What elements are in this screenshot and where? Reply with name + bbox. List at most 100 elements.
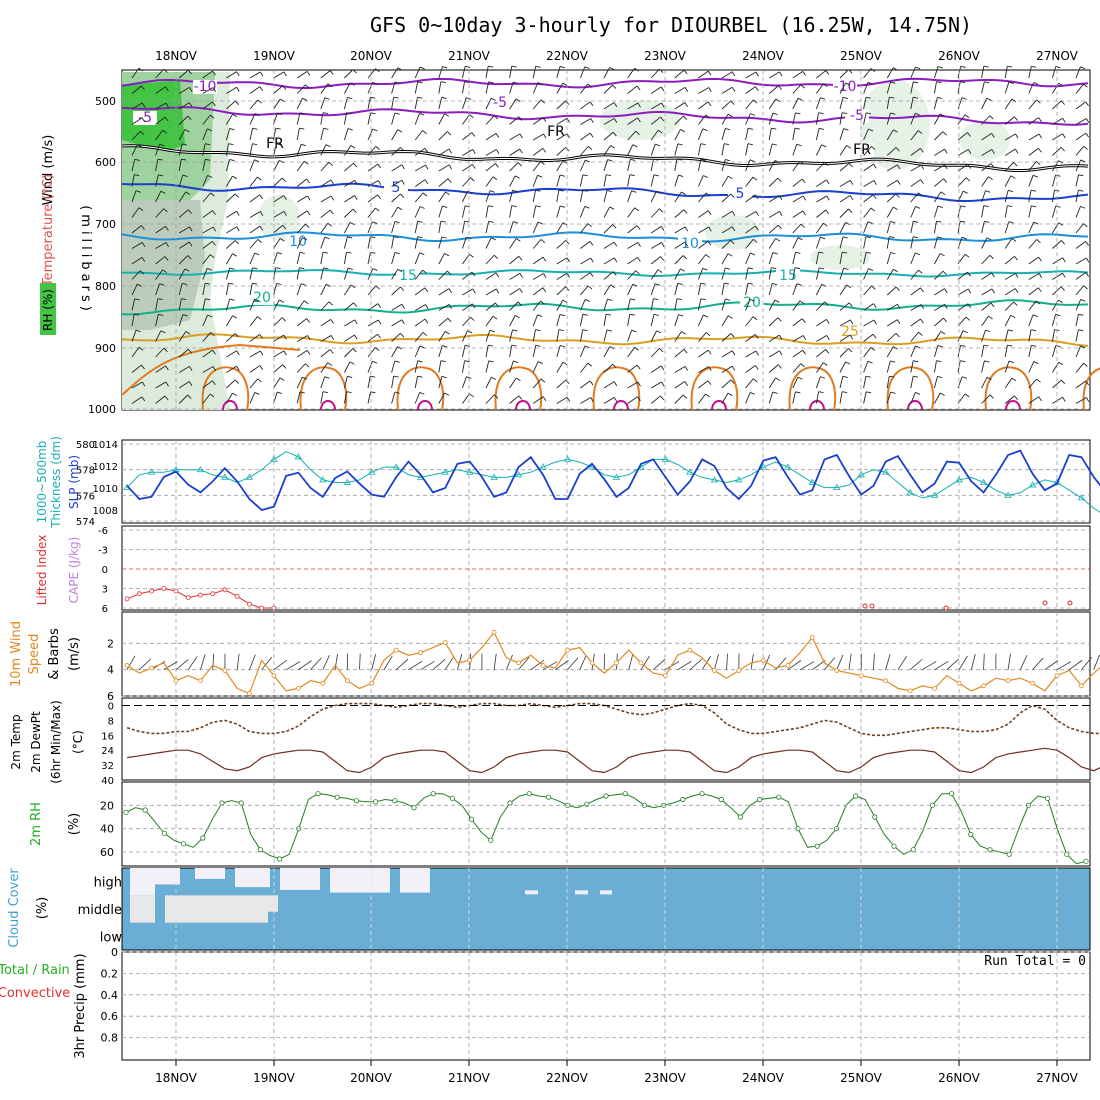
pressure-tick: 600 [95,156,116,169]
wind-speed-marker [760,657,766,663]
precip-tick: 0.8 [101,1032,119,1045]
contour-label: FR [266,136,284,152]
contour-label-bg [384,181,408,195]
cloud-gap [600,890,612,895]
wind-speed-marker [1005,678,1011,684]
rh-marker [276,856,283,862]
date-label-top: 22NOV [546,49,588,63]
rh-marker [968,831,974,838]
date-label-bottom: 20NOV [350,1071,392,1085]
ylabel-minmax: (6hr Min/Max) [49,700,63,784]
li-tick: -3 [98,546,108,557]
ylabel-thickness-dm: Thickness (dm) [49,436,63,529]
ylabel-thickness: 1000~500mb [35,441,49,524]
cloud-gap [195,868,225,879]
ylabel-10m-wind: 10m Wind [9,621,24,687]
ylabel-cape: CAPE (J/kg) [67,537,81,604]
thickness-line-marker [784,463,792,470]
lifted-index-marker [136,591,142,597]
ylabel-ms: (m/s) [67,637,82,671]
temp-tick: 40 [101,776,114,787]
wind-speed-marker [1079,683,1084,689]
wind-speed-marker [809,634,815,640]
wind-speed-marker [711,668,717,673]
cloud-gap [155,868,180,885]
contour-label: 15 [779,268,797,284]
wind-speed-marker [907,688,913,694]
date-label-bottom: 27NOV [1036,1071,1078,1085]
ylabel-2m-rh: 2m RH [29,802,44,846]
thickness-line-marker [979,478,988,485]
wind-speed-marker [956,680,962,686]
thickness-line-marker [441,468,449,475]
thickness-line-marker [686,468,694,475]
temp-contour-30 [121,343,301,396]
lifted-index-marker [173,588,179,594]
thickness-line-marker [294,453,303,460]
wind-speed-marker [295,685,301,691]
thickness-line-marker [245,473,254,480]
date-label-bottom: 18NOV [155,1071,197,1085]
thickness-line-marker [196,465,205,473]
lifted-index-marker [1042,600,1048,606]
temp-line [127,747,1100,774]
thickness-line-marker [808,478,816,485]
thickness-line-marker [343,478,352,485]
rh-marker [872,814,878,820]
contour-label-bg [250,291,274,305]
date-label-top: 24NOV [742,49,784,63]
cloud-gap [525,890,538,895]
temp-contour-30 [886,366,935,411]
rh-marker [123,809,129,815]
cloud-gap [130,895,155,923]
date-label-top: 18NOV [155,49,197,63]
ylabel-barbs: & Barbs [47,628,62,680]
slp-tick: 1012 [93,462,118,473]
precip-tick: 0 [111,946,118,959]
cloud-gap [280,868,320,890]
cloud-gap [205,895,268,923]
thickness-line-marker [319,476,327,483]
precip-tick: 0.4 [101,989,119,1002]
temp2m-panel [121,697,1091,781]
lifted-index-marker [1067,600,1073,606]
ylabel-degc: (°C) [71,730,85,754]
rh-marker [603,793,609,799]
ylabel-cloud-pct: (%) [35,897,50,920]
thickness-line-marker [857,471,865,478]
rh-marker [545,794,552,800]
wind-speed-marker [589,660,595,666]
wind-speed-marker [932,685,938,691]
wind-speed-marker [418,650,424,656]
rh-shade-dark [122,200,205,330]
temp-tick: 32 [101,761,114,772]
rh-marker [142,807,148,813]
contour-label: 5 [736,186,745,202]
contour-label: 10 [681,236,699,252]
temp-contour-30 [396,366,445,411]
contour-label-bg [850,143,874,157]
li-tick: 6 [102,604,108,615]
thickness-line-marker [1028,481,1037,488]
temp-contour-30 [984,366,1033,411]
wind-speed-marker [247,691,252,696]
cloud-gap [575,890,588,895]
wind-speed-marker [344,678,350,684]
date-label-top: 23NOV [644,49,686,63]
rh-marker [334,794,340,800]
temp-tick: 8 [108,716,114,727]
thickness-tick: 578 [76,466,95,477]
ylabel-total-rain: Total / Rain [0,963,70,978]
temp-contour [121,333,1089,347]
run-total: Run Total = 0 [984,954,1086,969]
lifted-index-marker [149,588,154,594]
wind-speed-marker [516,660,522,666]
rh-patch [600,100,680,140]
rh-tick: 40 [100,823,114,836]
ylabel-lifted-index: Lifted Index [35,535,49,606]
wind-speed-marker [1054,673,1060,679]
thickness-line-marker [833,483,841,491]
temp-contour-30 [788,366,837,411]
contour-label: 5 [392,180,401,196]
